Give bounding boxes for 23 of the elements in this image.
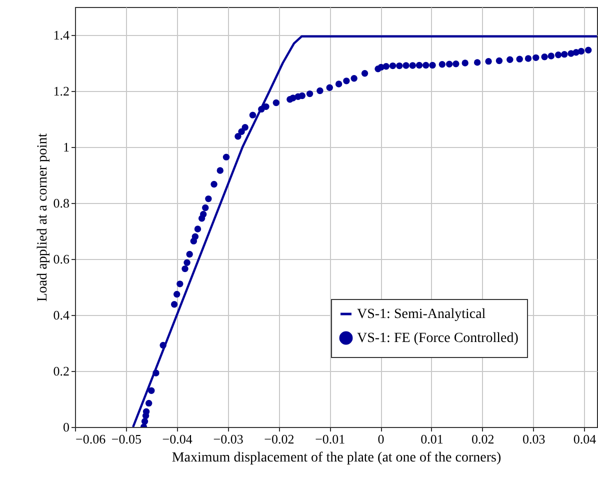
y-tick-label: 0 (63, 420, 70, 434)
legend-label: VS-1: Semi-Analytical (357, 307, 486, 322)
x-tick-label: −0.06 (76, 432, 106, 446)
x-tick-label: 0.04 (573, 432, 597, 446)
x-tick-label: −0.02 (264, 432, 294, 446)
x-tick-label: −0.01 (315, 432, 346, 446)
x-tick-label: −0.05 (111, 432, 142, 446)
x-tick-label: −0.04 (162, 432, 193, 446)
x-axis-title: Maximum displacement of the plate (at one of the corners) (172, 450, 502, 466)
x-tick-label: −0.03 (213, 432, 244, 446)
y-tick-label: 0.4 (53, 308, 70, 322)
y-tick-label: 1 (63, 140, 70, 154)
legend-label: VS-1: FE (Force Controlled) (357, 331, 519, 346)
x-tick-label: 0.03 (522, 432, 546, 446)
y-tick-label: 0.6 (53, 252, 70, 266)
y-tick-label: 0.8 (53, 196, 70, 210)
y-axis-title: Load applied at a corner point (35, 133, 50, 302)
x-tick-label: 0.01 (420, 432, 444, 446)
x-tick-label: 0.02 (472, 432, 494, 446)
y-tick-label: 0.2 (53, 364, 70, 378)
x-tick-label: 0 (378, 432, 384, 446)
y-tick-label: 1.4 (53, 28, 70, 42)
y-tick-label: 1.2 (53, 84, 70, 98)
